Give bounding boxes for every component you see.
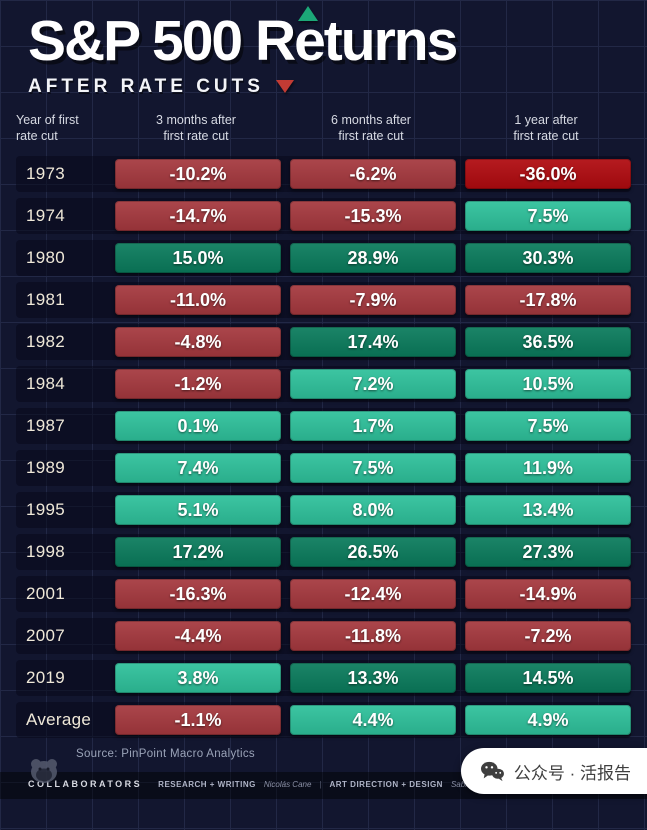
table-row: 2007 -4.4% -11.8% -7.2% (16, 618, 631, 655)
table-row: 1989 7.4% 7.5% 11.9% (16, 450, 631, 487)
year-label: 1984 (26, 374, 66, 394)
return-cell-6mo: -6.2% (290, 159, 456, 190)
year-label: 1998 (26, 542, 66, 562)
return-cell-6mo: 8.0% (290, 495, 456, 526)
year-label: 2007 (26, 626, 66, 646)
return-cell-3mo: -14.7% (115, 201, 281, 232)
year-label: 1981 (26, 290, 66, 310)
return-cell-3mo: -1.2% (115, 369, 281, 400)
return-cell-1yr: 13.4% (465, 495, 631, 526)
return-cell-6mo: 4.4% (290, 705, 456, 736)
page-subtitle: AFTER RATE CUTS (28, 75, 264, 97)
table-row: 1980 15.0% 28.9% 30.3% (16, 240, 631, 277)
wechat-badge-label: 公众号 · 活报告 (513, 763, 631, 783)
collaborators-label: COLLABORATORS (28, 779, 143, 790)
wechat-badge: 公众号 · 活报告 (460, 748, 647, 795)
return-cell-6mo: 17.4% (290, 327, 456, 358)
table-row: 1987 0.1% 1.7% 7.5% (16, 408, 631, 445)
return-cell-3mo: 7.4% (115, 453, 281, 484)
credit-separator: | (319, 779, 322, 789)
credit-role: RESEARCH + WRITING (158, 779, 256, 789)
credit-name: Nicolás Cane (263, 779, 312, 789)
source-text: Source: PinPoint Macro Analytics (76, 748, 255, 761)
column-header-6mo: 6 months after first rate cut (331, 112, 411, 144)
year-label: 1973 (26, 164, 66, 184)
return-cell-1yr: 7.5% (465, 411, 631, 442)
return-cell-6mo: 7.2% (290, 369, 456, 400)
table-header-row: Year of first rate cut 3 months after fi… (16, 112, 631, 145)
table-row: 1973 -10.2% -6.2% -36.0% (16, 156, 631, 193)
table-row: 1981 -11.0% -7.9% -17.8% (16, 282, 631, 319)
year-label: 1989 (26, 458, 66, 478)
table-row: 1984 -1.2% 7.2% 10.5% (16, 366, 631, 403)
return-cell-1yr: 36.5% (465, 327, 631, 358)
year-label: 1987 (26, 416, 66, 436)
return-cell-6mo: -15.3% (290, 201, 456, 232)
return-cell-1yr: -7.2% (465, 621, 631, 652)
year-label: 1995 (26, 500, 66, 520)
return-cell-6mo: 26.5% (290, 537, 456, 568)
return-cell-1yr: 10.5% (465, 369, 631, 400)
return-cell-1yr: 30.3% (465, 243, 631, 274)
return-cell-6mo: 13.3% (290, 663, 456, 694)
year-label: 1980 (26, 248, 66, 268)
table-row: 2019 3.8% 13.3% 14.5% (16, 660, 631, 697)
return-cell-3mo: -1.1% (115, 705, 281, 736)
return-cell-3mo: 5.1% (115, 495, 281, 526)
return-cell-1yr: 27.3% (465, 537, 631, 568)
table-row: 1995 5.1% 8.0% 13.4% (16, 492, 631, 529)
return-cell-6mo: 28.9% (290, 243, 456, 274)
return-cell-6mo: -11.8% (290, 621, 456, 652)
table-row: 1998 17.2% 26.5% 27.3% (16, 534, 631, 571)
year-label: 2019 (26, 668, 66, 688)
return-cell-1yr: -17.8% (465, 285, 631, 316)
return-cell-3mo: 3.8% (115, 663, 281, 694)
column-header-3mo: 3 months after first rate cut (156, 112, 236, 144)
year-label: 2001 (26, 584, 66, 604)
return-cell-3mo: 17.2% (115, 537, 281, 568)
return-cell-3mo: -4.4% (115, 621, 281, 652)
return-cell-1yr: -36.0% (465, 159, 631, 190)
year-label: Average (26, 710, 92, 730)
return-cell-3mo: -10.2% (115, 159, 281, 190)
column-header-1yr: 1 year after first rate cut (513, 112, 579, 144)
year-label: 1974 (26, 206, 66, 226)
wechat-icon (479, 760, 505, 782)
page-title: S&P 500 Returns (28, 9, 458, 73)
year-label: 1982 (26, 332, 66, 352)
return-cell-3mo: 15.0% (115, 243, 281, 274)
return-cell-1yr: 14.5% (465, 663, 631, 694)
table-row: 1974 -14.7% -15.3% 7.5% (16, 198, 631, 235)
return-cell-3mo: -11.0% (115, 285, 281, 316)
table-row-average: Average -1.1% 4.4% 4.9% (16, 702, 631, 739)
return-cell-3mo: -4.8% (115, 327, 281, 358)
return-cell-3mo: 0.1% (115, 411, 281, 442)
return-cell-1yr: -14.9% (465, 579, 631, 610)
return-cell-1yr: 4.9% (465, 705, 631, 736)
table-row: 2001 -16.3% -12.4% -14.9% (16, 576, 631, 613)
header: S&P 500 Returns AFTER RATE CUTS (0, 0, 647, 98)
return-cell-1yr: 7.5% (465, 201, 631, 232)
return-cell-1yr: 11.9% (465, 453, 631, 484)
return-cell-6mo: 1.7% (290, 411, 456, 442)
return-cell-6mo: -12.4% (290, 579, 456, 610)
up-triangle-icon (298, 6, 318, 21)
collaborators-logo-icon (26, 756, 62, 786)
footer: Source: PinPoint Macro Analytics COLLABO… (0, 748, 647, 830)
return-cell-6mo: -7.9% (290, 285, 456, 316)
return-cell-3mo: -16.3% (115, 579, 281, 610)
table-row: 1982 -4.8% 17.4% 36.5% (16, 324, 631, 361)
down-triangle-icon (275, 80, 294, 94)
column-header-year: Year of first rate cut (16, 112, 79, 144)
returns-table: Year of first rate cut 3 months after fi… (0, 98, 647, 739)
credit-role: ART DIRECTION + DESIGN (329, 779, 443, 789)
return-cell-6mo: 7.5% (290, 453, 456, 484)
